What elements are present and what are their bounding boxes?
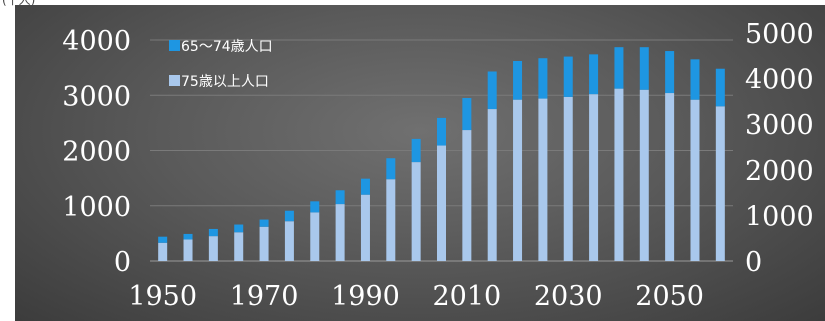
bar-segment-75-plus xyxy=(234,232,244,261)
right-axis-tick-label: 4000 xyxy=(745,65,814,96)
bar-segment-65-74 xyxy=(690,59,700,100)
bar-segment-65-74 xyxy=(284,210,294,222)
legend-swatch-65-74 xyxy=(169,40,180,51)
bar-segment-75-plus xyxy=(284,221,294,261)
x-axis-tick-label: 2050 xyxy=(635,281,704,312)
bar-segment-65-74 xyxy=(715,68,725,107)
bar-segment-65-74 xyxy=(538,58,548,99)
bar-segment-75-plus xyxy=(538,98,548,261)
legend-swatch-75-plus xyxy=(169,75,180,86)
bar-segment-65-74 xyxy=(614,47,624,89)
bar-segment-65-74 xyxy=(208,228,218,237)
right-axis-tick-label: 2000 xyxy=(745,156,814,187)
bar-segment-65-74 xyxy=(639,47,649,90)
bar-segment-75-plus xyxy=(208,236,218,261)
bar-segment-65-74 xyxy=(487,71,497,110)
left-y-axis: 0 1000 2000 3000 4000 xyxy=(62,26,131,278)
bar-series xyxy=(158,47,725,262)
bar-segment-75-plus xyxy=(487,109,497,261)
right-y-axis: 0 1000 2000 3000 4000 5000 xyxy=(745,19,814,278)
legend-label-65-74: 65～74歳人口 xyxy=(181,39,273,55)
x-axis-tick-label: 1990 xyxy=(331,281,400,312)
bar-segment-65-74 xyxy=(310,201,320,213)
right-axis-tick-label: 3000 xyxy=(745,110,814,141)
right-axis-tick-label: 0 xyxy=(745,247,762,278)
bar-segment-75-plus xyxy=(665,93,675,261)
bar-segment-75-plus xyxy=(411,162,421,261)
legend-label-75-plus: 75歳以上人口 xyxy=(181,74,269,90)
bar-segment-65-74 xyxy=(462,98,472,131)
right-axis-tick-label: 5000 xyxy=(745,19,814,50)
bar-segment-75-plus xyxy=(513,99,523,261)
x-axis-tick-label: 1970 xyxy=(230,281,299,312)
bar-segment-75-plus xyxy=(639,89,649,261)
bar-segment-65-74 xyxy=(259,219,269,227)
bar-segment-75-plus xyxy=(335,204,345,261)
legend: 65～74歳人口 75歳以上人口 xyxy=(169,39,273,90)
bar-segment-65-74 xyxy=(437,117,446,146)
bar-segment-75-plus xyxy=(589,94,599,262)
bar-segment-65-74 xyxy=(411,138,421,163)
bar-segment-65-74 xyxy=(589,54,599,95)
bar-segment-75-plus xyxy=(614,88,624,262)
bar-segment-75-plus xyxy=(715,106,725,261)
bar-segment-75-plus xyxy=(386,179,396,261)
bar-segment-75-plus xyxy=(437,145,446,261)
unit-label: (千人) xyxy=(2,0,36,7)
x-axis-tick-label: 2030 xyxy=(534,281,603,312)
bar-segment-65-74 xyxy=(665,51,675,94)
right-axis-tick-label: 1000 xyxy=(745,201,814,232)
left-axis-tick-label: 4000 xyxy=(62,26,131,57)
bar-segment-75-plus xyxy=(462,130,472,261)
bar-segment-75-plus xyxy=(183,239,193,261)
bar-segment-75-plus xyxy=(360,194,370,261)
left-axis-tick-label: 1000 xyxy=(62,192,131,223)
bar-segment-65-74 xyxy=(513,60,523,100)
bar-segment-65-74 xyxy=(335,190,345,205)
left-axis-tick-label: 3000 xyxy=(62,81,131,112)
bar-segment-65-74 xyxy=(158,236,168,243)
bar-segment-75-plus xyxy=(310,212,320,261)
bar-segment-65-74 xyxy=(386,158,396,180)
x-axis-tick-label: 2010 xyxy=(432,281,501,312)
bar-segment-75-plus xyxy=(158,242,168,261)
bar-segment-65-74 xyxy=(234,224,244,233)
bar-segment-65-74 xyxy=(360,178,370,195)
bar-segment-65-74 xyxy=(183,233,193,240)
bar-segment-75-plus xyxy=(690,99,700,261)
x-axis-tick-label: 1950 xyxy=(128,281,197,312)
bar-segment-75-plus xyxy=(259,226,269,261)
bar-segment-75-plus xyxy=(563,96,573,261)
left-axis-tick-label: 2000 xyxy=(62,137,131,168)
left-axis-tick-label: 0 xyxy=(114,247,131,278)
bar-segment-65-74 xyxy=(563,56,573,97)
x-axis: 1950 1970 1990 2010 2030 2050 xyxy=(128,281,704,312)
chart-panel: 0 1000 2000 3000 4000 0 1000 2000 3000 4000 5000 … xyxy=(15,5,825,321)
